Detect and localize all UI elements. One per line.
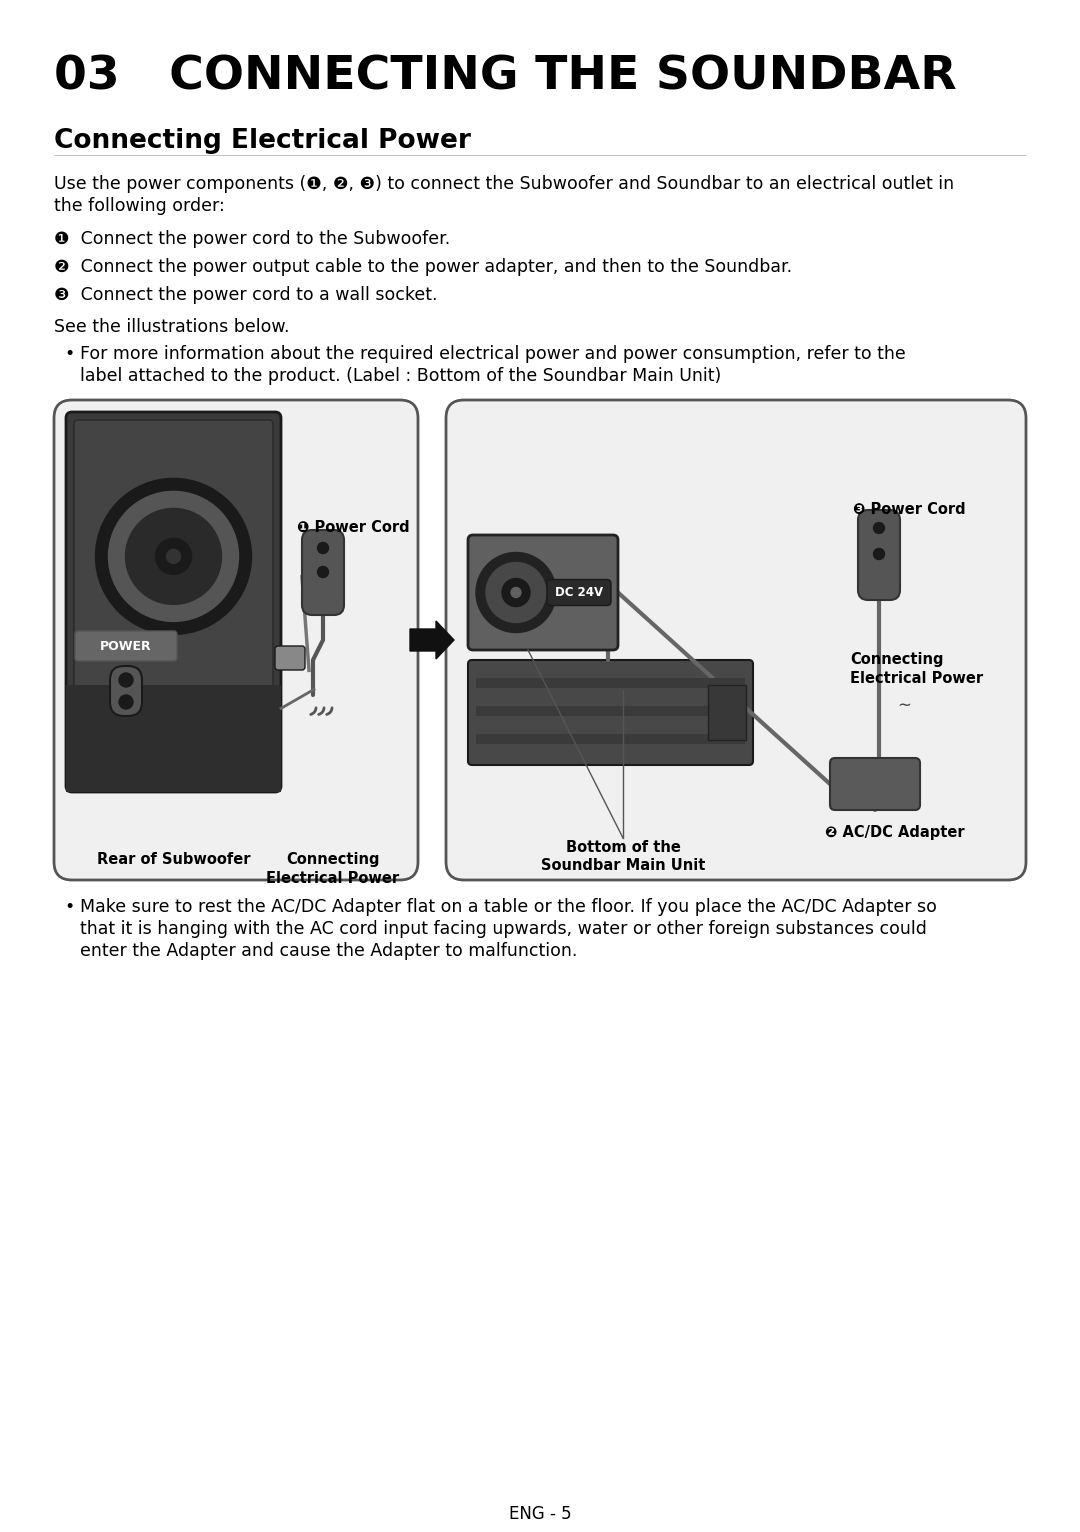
FancyBboxPatch shape <box>546 579 611 605</box>
Text: ∼: ∼ <box>897 696 910 714</box>
Text: Connecting: Connecting <box>850 653 944 666</box>
Circle shape <box>476 553 556 633</box>
Circle shape <box>502 579 530 607</box>
Bar <box>66 685 281 792</box>
FancyArrow shape <box>410 620 454 659</box>
Text: ❸  Connect the power cord to a wall socket.: ❸ Connect the power cord to a wall socke… <box>54 286 437 303</box>
FancyBboxPatch shape <box>75 420 273 784</box>
Text: •: • <box>64 898 75 916</box>
Text: •: • <box>64 345 75 363</box>
Text: Make sure to rest the AC/DC Adapter flat on a table or the floor. If you place t: Make sure to rest the AC/DC Adapter flat… <box>80 898 936 916</box>
Text: Soundbar Main Unit: Soundbar Main Unit <box>541 858 705 873</box>
Text: DC 24V: DC 24V <box>555 587 603 599</box>
Text: ❶ Power Cord: ❶ Power Cord <box>297 519 409 535</box>
Text: enter the Adapter and cause the Adapter to malfunction.: enter the Adapter and cause the Adapter … <box>80 942 578 961</box>
Text: Connecting Electrical Power: Connecting Electrical Power <box>54 129 471 155</box>
Text: See the illustrations below.: See the illustrations below. <box>54 319 289 336</box>
FancyBboxPatch shape <box>75 631 177 660</box>
Text: that it is hanging with the AC cord input facing upwards, water or other foreign: that it is hanging with the AC cord inpu… <box>80 921 927 938</box>
Text: For more information about the required electrical power and power consumption, : For more information about the required … <box>80 345 906 363</box>
Text: ENG - 5: ENG - 5 <box>509 1504 571 1523</box>
FancyBboxPatch shape <box>275 647 305 669</box>
Text: ❷  Connect the power output cable to the power adapter, and then to the Soundbar: ❷ Connect the power output cable to the … <box>54 257 792 276</box>
Text: ❶  Connect the power cord to the Subwoofer.: ❶ Connect the power cord to the Subwoofe… <box>54 230 450 248</box>
Circle shape <box>318 542 328 553</box>
Text: Electrical Power: Electrical Power <box>850 671 983 686</box>
Text: ❷ AC/DC Adapter: ❷ AC/DC Adapter <box>825 826 964 840</box>
Bar <box>476 706 745 715</box>
Text: label attached to the product. (Label : Bottom of the Soundbar Main Unit): label attached to the product. (Label : … <box>80 368 721 385</box>
Circle shape <box>318 567 328 578</box>
Circle shape <box>874 522 885 533</box>
Circle shape <box>119 696 133 709</box>
Text: Rear of Subwoofer: Rear of Subwoofer <box>97 852 251 867</box>
Bar <box>476 679 745 688</box>
Circle shape <box>166 550 180 564</box>
FancyBboxPatch shape <box>468 535 618 650</box>
Circle shape <box>874 548 885 559</box>
Text: the following order:: the following order: <box>54 198 225 214</box>
Text: 03   CONNECTING THE SOUNDBAR: 03 CONNECTING THE SOUNDBAR <box>54 55 957 100</box>
FancyBboxPatch shape <box>858 510 900 601</box>
Text: Connecting: Connecting <box>286 852 380 867</box>
Text: ❸ Power Cord: ❸ Power Cord <box>853 502 966 516</box>
Circle shape <box>125 509 221 605</box>
Circle shape <box>95 478 252 634</box>
Circle shape <box>119 673 133 686</box>
FancyBboxPatch shape <box>66 412 281 792</box>
Text: POWER: POWER <box>100 639 152 653</box>
Text: Electrical Power: Electrical Power <box>267 872 400 885</box>
Bar <box>708 685 746 740</box>
Bar <box>476 734 745 745</box>
FancyBboxPatch shape <box>446 400 1026 879</box>
FancyBboxPatch shape <box>110 666 141 715</box>
Circle shape <box>156 538 191 574</box>
Text: Bottom of the: Bottom of the <box>566 840 680 855</box>
FancyBboxPatch shape <box>54 400 418 879</box>
Circle shape <box>511 587 521 597</box>
FancyBboxPatch shape <box>302 530 345 614</box>
Circle shape <box>108 492 239 622</box>
Text: Use the power components (❶, ❷, ❸) to connect the Subwoofer and Soundbar to an e: Use the power components (❶, ❷, ❸) to co… <box>54 175 954 193</box>
FancyBboxPatch shape <box>831 758 920 810</box>
Circle shape <box>486 562 546 622</box>
FancyBboxPatch shape <box>468 660 753 764</box>
